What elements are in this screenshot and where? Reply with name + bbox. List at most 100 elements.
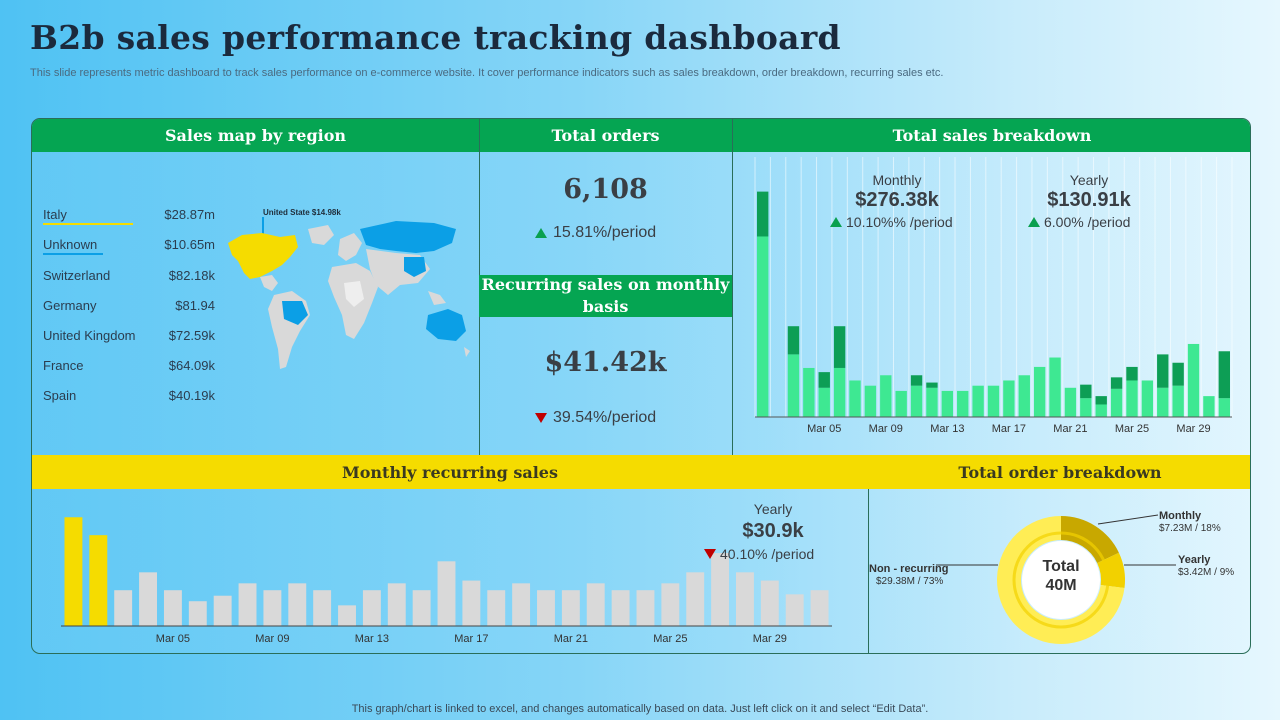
- sales-bar-base: [803, 367, 815, 417]
- recurring-monthly-header: Recurring sales on monthly basis: [479, 275, 732, 317]
- map-indonesia[interactable]: [428, 291, 446, 305]
- recurring-bar: [139, 572, 158, 626]
- total-orders-value: 6,108: [563, 174, 648, 205]
- recurring-bar: [537, 590, 555, 626]
- region-value: $10.65m: [164, 237, 215, 252]
- donut-center-value: 40M: [1045, 577, 1076, 594]
- region-row: Germany $81.94: [43, 298, 215, 318]
- sales-bar-top: [1080, 384, 1092, 399]
- sales-bar-base: [833, 367, 846, 417]
- recurring-bar: [313, 590, 332, 626]
- recurring-bar: [188, 601, 207, 626]
- sales-bar-top: [1126, 366, 1138, 381]
- region-name: Spain: [43, 388, 77, 403]
- region-underline: [43, 253, 103, 255]
- sales-bar-base: [849, 380, 861, 417]
- donut-nonrec-name: Non - recurring: [869, 563, 948, 575]
- down-arrow-icon: [535, 413, 547, 423]
- recurring-bar: [686, 572, 705, 626]
- map-china[interactable]: [404, 257, 426, 277]
- donut-leader-line: [1097, 514, 1159, 525]
- donut-monthly-name: Monthly: [1159, 510, 1202, 522]
- sales-bar-base: [957, 390, 969, 417]
- sales-bar-base: [910, 385, 923, 417]
- sales-bar-base: [1110, 388, 1123, 417]
- map-europe[interactable]: [338, 233, 362, 261]
- sales-bar-top: [910, 375, 923, 386]
- total-orders-header: Total orders: [479, 119, 732, 152]
- map-greenland[interactable]: [308, 225, 334, 245]
- recurring-bar: [437, 561, 456, 626]
- total-orders-delta: 15.81%/period: [535, 224, 656, 242]
- recurring-bar: [288, 583, 307, 626]
- recurring-bar: [213, 595, 232, 626]
- map-callout-label: United State $14.98k: [263, 208, 341, 217]
- donut-monthly-value: $7.23M / 18%: [1159, 523, 1221, 534]
- recurring-bar: [810, 590, 829, 626]
- sales-monthly-delta: 10.10%% /period: [830, 214, 953, 230]
- map-central-america[interactable]: [260, 275, 278, 291]
- recurring-bar: [462, 580, 481, 626]
- region-value: $28.87m: [164, 207, 215, 222]
- x-tick-label: Mar 29: [753, 633, 787, 645]
- recurring-bar: [163, 590, 182, 626]
- region-name: Switzerland: [43, 268, 111, 283]
- sales-bar-top: [1172, 362, 1184, 386]
- recurring-bar: [412, 590, 431, 626]
- sales-map-header: Sales map by region: [32, 119, 479, 152]
- donut-yearly-value: $3.42M / 9%: [1178, 567, 1234, 578]
- order-breakdown-header: Total order breakdown: [868, 455, 1250, 489]
- region-underline: [43, 223, 133, 225]
- x-tick-label: Mar 13: [355, 633, 389, 645]
- sales-yearly-value: $130.91k: [1047, 189, 1131, 211]
- sales-monthly-value: $276.38k: [855, 189, 939, 211]
- up-arrow-icon: [830, 217, 842, 227]
- sales-bar-base: [1218, 398, 1230, 417]
- up-arrow-icon: [1028, 217, 1040, 227]
- x-tick-label: Mar 25: [653, 633, 687, 645]
- sales-bar-base: [1141, 380, 1154, 417]
- donut-inner-ring: [1012, 531, 1110, 629]
- world-map[interactable]: United State $14.98k: [220, 199, 475, 389]
- order-breakdown-chart: Total 40M Monthly $7.23M / 18% Yearly $3…: [869, 510, 1234, 644]
- sales-bar-top: [926, 382, 938, 388]
- sales-bar-top: [818, 372, 830, 388]
- region-name: United Kingdom: [43, 328, 136, 343]
- recurring-bar: [711, 553, 730, 626]
- map-new-zealand[interactable]: [464, 347, 470, 357]
- region-value: $82.18k: [168, 268, 215, 283]
- recurring-bar: [64, 517, 83, 626]
- x-tick-label: Mar 05: [807, 423, 841, 435]
- page-title: B2b sales performance tracking dashboard: [30, 18, 841, 57]
- divider: [868, 455, 869, 653]
- map-usa[interactable]: [228, 233, 298, 279]
- sales-bar-base: [1157, 387, 1169, 417]
- x-tick-label: Mar 05: [156, 633, 190, 645]
- map-russia[interactable]: [360, 221, 456, 253]
- sales-bar-base: [818, 387, 830, 417]
- recurring-yearly-value: $30.9k: [742, 520, 804, 542]
- dashboard-panel: Sales map by region Total orders Total s…: [31, 118, 1251, 654]
- map-australia[interactable]: [426, 309, 466, 341]
- map-brazil[interactable]: [282, 301, 308, 325]
- recurring-monthly-delta-text: 39.54%/period: [553, 409, 657, 426]
- sales-bar-base: [1033, 366, 1046, 417]
- region-value: $72.59k: [168, 328, 215, 343]
- sales-bar-base: [1126, 380, 1138, 417]
- up-arrow-icon: [535, 228, 547, 238]
- sales-bar-top: [833, 326, 846, 368]
- x-tick-label: Mar 09: [255, 633, 289, 645]
- divider: [732, 119, 733, 455]
- sales-bar-base: [1018, 375, 1030, 417]
- sales-bar-top: [1110, 377, 1123, 389]
- recurring-bar: [263, 590, 282, 626]
- recurring-bar: [561, 590, 580, 626]
- page-subtitle: This slide represents metric dashboard t…: [30, 67, 944, 79]
- region-value: $40.19k: [168, 388, 215, 403]
- region-row: Spain $40.19k: [43, 388, 215, 408]
- sales-bar-top: [1218, 351, 1230, 399]
- region-name: Unknown: [43, 237, 98, 252]
- sales-bar-base: [1003, 380, 1015, 417]
- sales-breakdown-chart: Mar 05 Mar 09 Mar 13 Mar 17 Mar 21 Mar 25 Mar …: [754, 157, 1233, 435]
- recurring-bar: [387, 583, 406, 626]
